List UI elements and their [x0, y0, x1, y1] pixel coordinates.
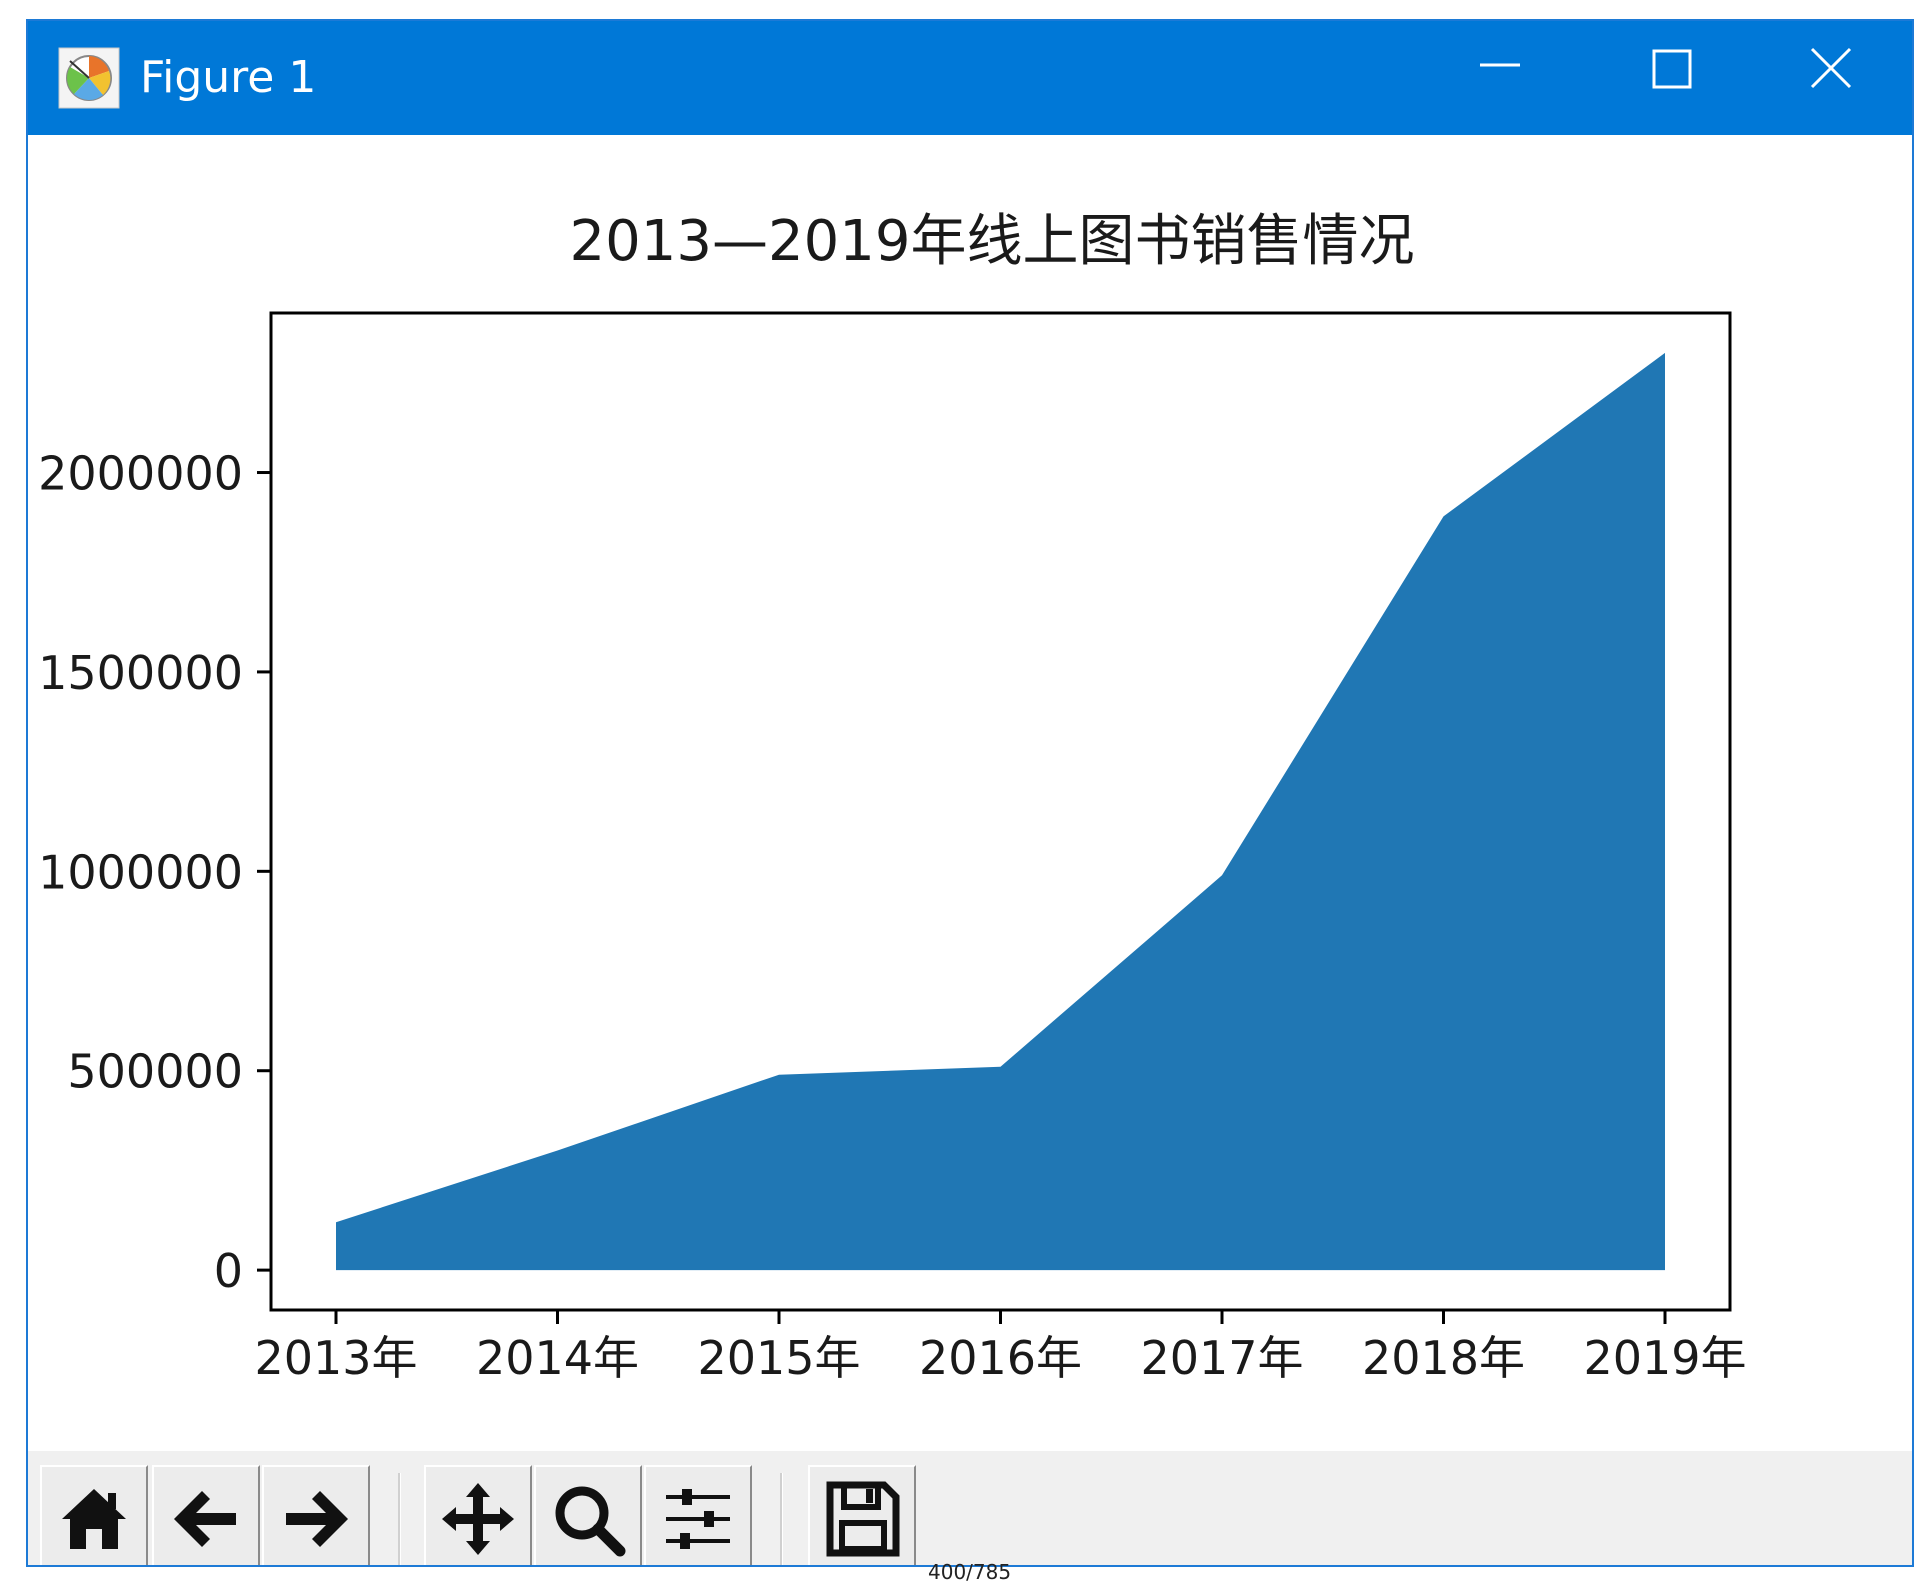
- y-tick-label: 2000000: [38, 447, 243, 501]
- area-series: [336, 352, 1665, 1271]
- window-title: Figure 1: [140, 52, 317, 103]
- toolbar-separator: [398, 1473, 401, 1565]
- x-tick-label: 2019年: [1583, 1331, 1746, 1385]
- maximize-button[interactable]: [1586, 21, 1758, 135]
- x-tick-label: 2016年: [919, 1331, 1082, 1385]
- arrow-left-icon: [174, 1491, 236, 1547]
- configure-subplots-button[interactable]: [644, 1465, 752, 1565]
- matplotlib-app-icon: [58, 47, 120, 109]
- close-button[interactable]: [1744, 21, 1912, 135]
- figure-window: Figure 1 2013—2019年线上图书销售情况 0 500000 10000…: [26, 19, 1914, 1567]
- sliders-icon: [666, 1489, 730, 1549]
- arrow-right-icon: [286, 1491, 348, 1547]
- minimize-button[interactable]: [1414, 21, 1586, 135]
- x-tick-label: 2014年: [476, 1331, 639, 1385]
- home-icon: [62, 1489, 126, 1549]
- pan-button[interactable]: [424, 1465, 532, 1565]
- forward-button[interactable]: [262, 1465, 370, 1565]
- floppy-disk-icon: [826, 1481, 900, 1557]
- zoom-button[interactable]: [534, 1465, 642, 1565]
- y-tick-label: 500000: [67, 1045, 243, 1099]
- maximize-icon: [1652, 49, 1692, 89]
- chart-title: 2013—2019年线上图书销售情况: [569, 209, 1414, 274]
- y-tick-label: 0: [214, 1244, 243, 1298]
- save-button[interactable]: [808, 1465, 916, 1565]
- magnifier-icon: [555, 1486, 626, 1557]
- back-button[interactable]: [152, 1465, 260, 1565]
- move-icon: [442, 1483, 514, 1555]
- navigation-toolbar: [28, 1451, 1912, 1565]
- title-bar[interactable]: Figure 1: [28, 21, 1912, 135]
- figure-canvas[interactable]: 2013—2019年线上图书销售情况 0 500000 1000000 1500000…: [28, 135, 1912, 1451]
- x-tick-label: 2015年: [697, 1331, 860, 1385]
- close-icon: [1810, 47, 1852, 89]
- x-tick-label: 2017年: [1140, 1331, 1303, 1385]
- minimize-icon: [1480, 63, 1520, 67]
- area-chart: 2013—2019年线上图书销售情况 0 500000 1000000 1500000…: [38, 209, 1746, 1385]
- toolbar-separator: [780, 1473, 783, 1565]
- x-tick-label: 2013年: [254, 1331, 417, 1385]
- home-button[interactable]: [40, 1465, 148, 1565]
- x-tick-label: 2018年: [1362, 1331, 1525, 1385]
- y-tick-label: 1500000: [38, 646, 243, 700]
- y-tick-label: 1000000: [38, 845, 243, 899]
- page-counter: 400/785: [928, 1560, 1012, 1584]
